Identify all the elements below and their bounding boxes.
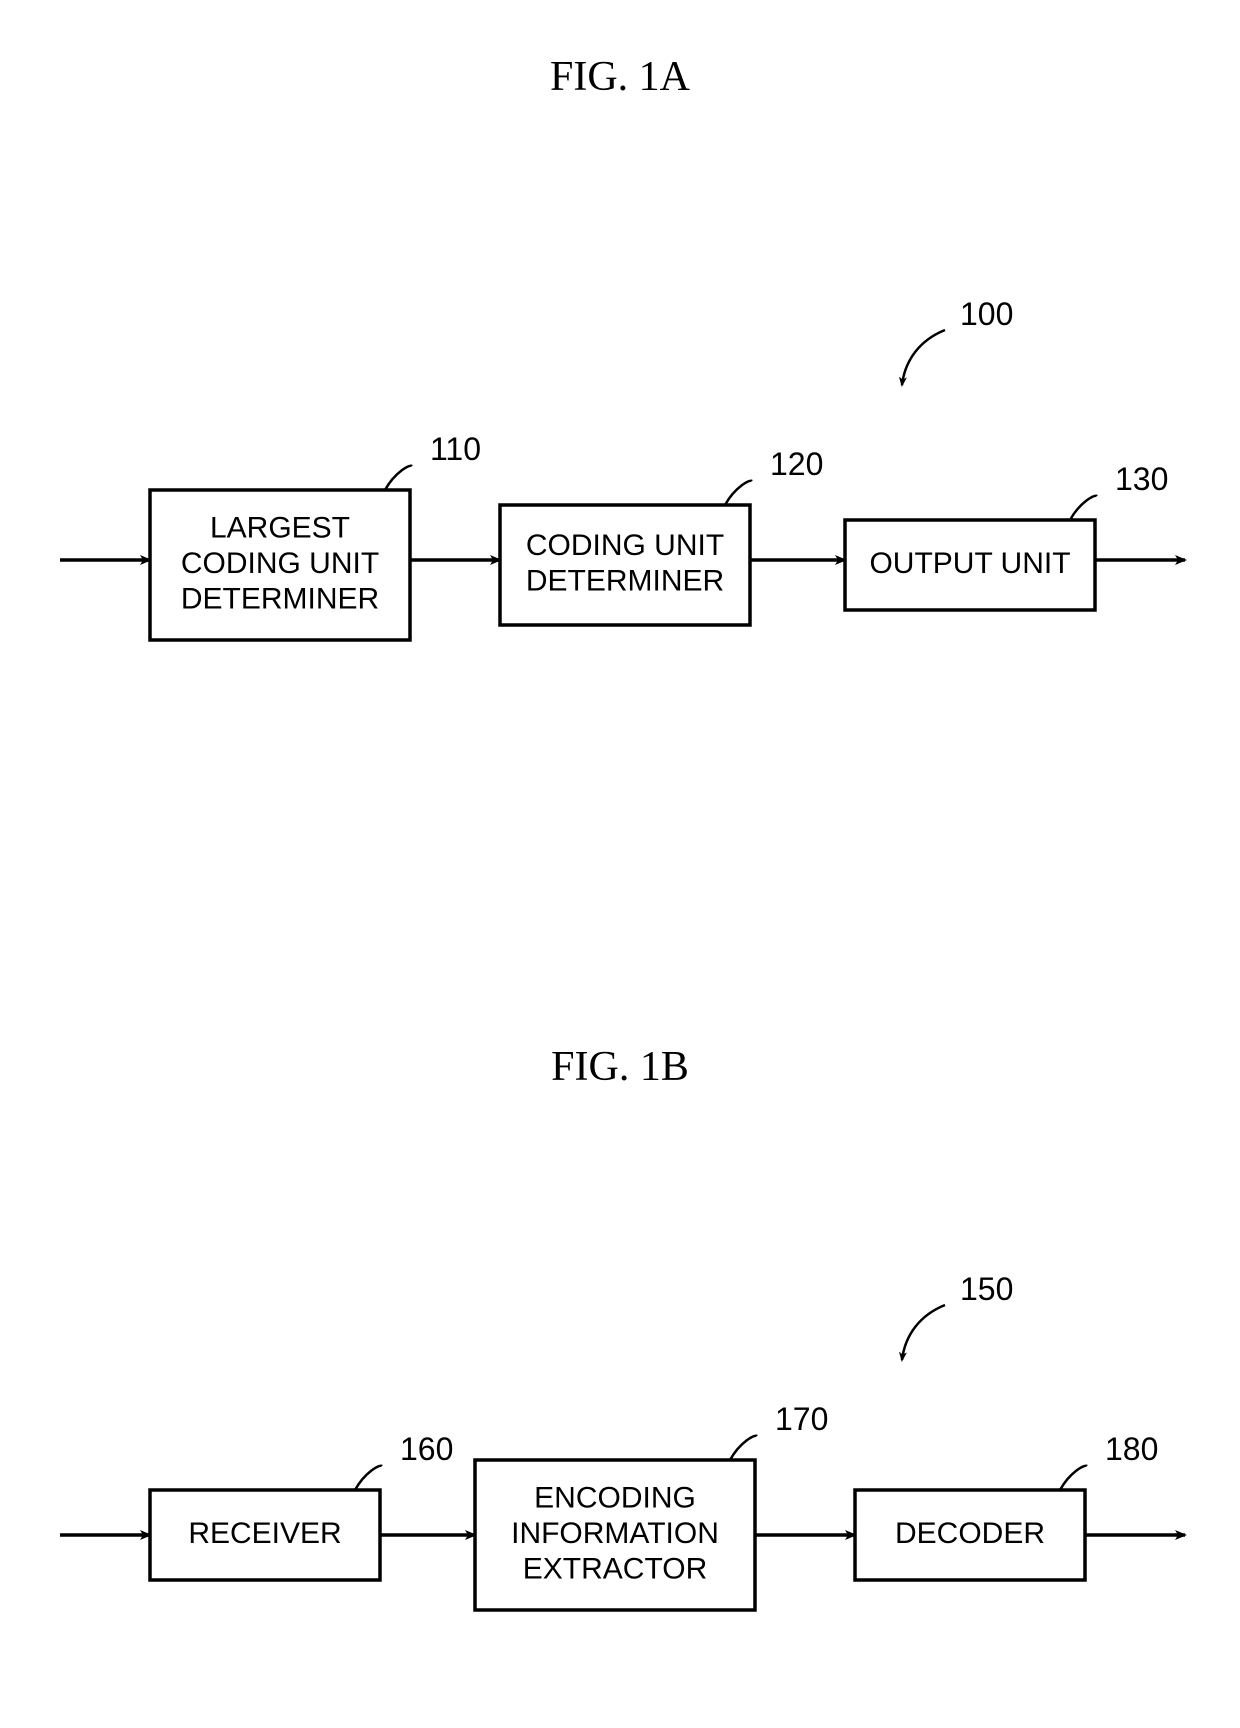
reference-number: 170 (775, 1401, 828, 1437)
system-pointer (902, 330, 945, 385)
block-label: ENCODING (534, 1482, 696, 1515)
block-box: CODING UNITDETERMINER (500, 505, 750, 625)
leader-line (1060, 1466, 1087, 1490)
block-label: OUTPUT UNIT (869, 547, 1070, 580)
leader-line (385, 466, 412, 490)
reference-number: 120 (770, 446, 823, 482)
block-label: LARGEST (210, 512, 350, 545)
system-pointer (902, 1305, 945, 1360)
figure-title: FIG. 1B (551, 1044, 689, 1090)
block-label: DETERMINER (526, 565, 724, 598)
block-box: OUTPUT UNIT (845, 520, 1095, 610)
block-box: DECODER (855, 1490, 1085, 1580)
reference-number: 160 (400, 1431, 453, 1467)
reference-number: 110 (430, 431, 481, 467)
block-label: EXTRACTOR (523, 1552, 707, 1585)
system-reference-number: 150 (960, 1271, 1013, 1307)
leader-line (730, 1436, 757, 1460)
system-reference-number: 100 (960, 296, 1013, 332)
block-label: CODING UNIT (181, 547, 379, 580)
reference-number: 130 (1115, 461, 1168, 497)
block-label: INFORMATION (511, 1517, 719, 1550)
diagram-canvas: FIG. 1A100LARGESTCODING UNITDETERMINER11… (0, 0, 1240, 1728)
block-label: CODING UNIT (526, 529, 724, 562)
block-box: RECEIVER (150, 1490, 380, 1580)
block-label: DETERMINER (181, 582, 379, 615)
block-box: LARGESTCODING UNITDETERMINER (150, 490, 410, 640)
leader-line (725, 481, 752, 505)
figure-title: FIG. 1A (550, 54, 691, 100)
block-label: DECODER (895, 1517, 1045, 1550)
block-box: ENCODINGINFORMATIONEXTRACTOR (475, 1460, 755, 1610)
reference-number: 180 (1105, 1431, 1158, 1467)
leader-line (355, 1466, 382, 1490)
leader-line (1070, 496, 1097, 520)
block-label: RECEIVER (188, 1517, 341, 1550)
